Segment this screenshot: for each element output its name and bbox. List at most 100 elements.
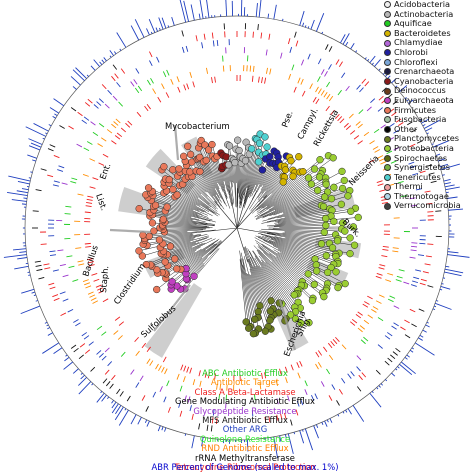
arg-tick — [395, 279, 402, 282]
arg-tick — [409, 197, 416, 200]
tip-marker — [263, 143, 271, 151]
branch-line — [234, 162, 237, 208]
abr-bar — [64, 356, 70, 362]
arg-tick — [359, 325, 366, 330]
arg-tick — [335, 336, 340, 343]
abr-bar — [116, 32, 127, 48]
abr-bar — [307, 26, 310, 29]
arg-tick — [254, 394, 256, 401]
arg-tick — [95, 284, 102, 288]
arg-tick — [291, 64, 295, 71]
tip-marker — [346, 234, 354, 242]
arg-tick — [109, 383, 114, 389]
arg-tick — [325, 105, 330, 112]
arg-tick — [422, 271, 429, 274]
arg-tick — [309, 83, 313, 90]
clade-label-list: List. — [94, 192, 109, 212]
branch-line — [226, 156, 231, 182]
legend-swatch-icon — [384, 164, 391, 172]
arg-tick — [52, 294, 59, 298]
branch-line — [174, 196, 213, 216]
arg-tick — [53, 297, 60, 301]
arg-tick — [317, 76, 321, 82]
abr-bar — [421, 118, 429, 124]
tip-marker — [295, 153, 303, 161]
arg-tick — [412, 172, 419, 176]
legend-swatch-icon — [384, 1, 391, 9]
abr-bar — [53, 98, 65, 107]
abr-bar — [367, 58, 370, 62]
abr-bar — [342, 33, 350, 45]
arg-tick — [409, 143, 416, 148]
branch-line — [149, 215, 208, 225]
abr-bar — [246, 439, 249, 452]
arg-tick — [75, 322, 81, 327]
abr-bar — [273, 436, 279, 459]
legend-item: Proteobacteria — [384, 143, 474, 154]
arg-tick — [184, 395, 187, 402]
arg-tick — [268, 416, 271, 423]
arg-tick — [417, 254, 425, 257]
arg-tick — [377, 107, 383, 112]
arg-tick — [183, 84, 187, 91]
arg-tick — [35, 189, 42, 192]
arg-tick — [349, 130, 356, 135]
abr-bar — [46, 324, 49, 327]
arg-tick — [96, 101, 102, 106]
arg-tick — [377, 183, 384, 186]
tip-marker — [261, 133, 269, 141]
tip-marker — [308, 296, 317, 305]
arg-tick — [90, 366, 96, 372]
tip-marker — [173, 191, 181, 199]
arg-tick — [393, 147, 400, 151]
abr-bar — [337, 414, 340, 417]
legend-item: Thermotogae — [384, 190, 474, 202]
abr-bar — [130, 25, 140, 41]
arg-tick — [180, 364, 184, 371]
tip-marker — [322, 180, 330, 188]
tip-marker — [202, 156, 210, 164]
legend-item: Chlorobi — [384, 47, 474, 58]
arg-tick — [373, 128, 380, 134]
clade-leader-line — [153, 284, 191, 332]
tip-marker — [186, 150, 195, 159]
branch-line — [242, 264, 254, 334]
tip-marker — [304, 174, 313, 182]
arg-tick — [425, 255, 432, 258]
legend-swatch-icon — [384, 116, 391, 124]
arg-tick — [335, 113, 340, 120]
arg-tick — [86, 198, 93, 201]
arg-tick — [284, 412, 287, 419]
arg-tick — [85, 245, 92, 248]
abr-bar — [137, 417, 142, 425]
abr-bar — [113, 51, 117, 55]
arg-tick — [43, 263, 50, 266]
tip-marker — [290, 291, 298, 299]
arg-tick — [360, 339, 366, 345]
arg-tick — [361, 78, 367, 84]
branch-line — [151, 243, 203, 267]
arg-tick — [134, 336, 139, 343]
legend-label: Thermotogae — [394, 190, 449, 201]
branch-line — [273, 196, 325, 216]
abr-bar — [118, 409, 129, 426]
abr-bar — [130, 414, 137, 425]
arg-tick — [125, 122, 131, 128]
arg-tick — [328, 64, 332, 70]
legend-item: Other — [384, 124, 474, 135]
arg-tick — [84, 282, 91, 286]
legend-label: Chloroflexi — [394, 56, 438, 67]
arg-tick — [96, 350, 102, 355]
tip-marker — [231, 158, 239, 167]
arg-tick — [328, 46, 333, 52]
arg-tick — [345, 125, 352, 130]
arg-tick — [64, 213, 71, 215]
arg-tick — [68, 265, 75, 268]
abr-bar — [326, 419, 329, 423]
legend-label: Euryarchaeota — [394, 94, 454, 105]
arg-tick — [117, 335, 123, 340]
abr-bar — [80, 372, 83, 375]
abr-bar — [111, 400, 114, 404]
branch-line — [163, 228, 207, 230]
abr-bar — [161, 17, 167, 29]
